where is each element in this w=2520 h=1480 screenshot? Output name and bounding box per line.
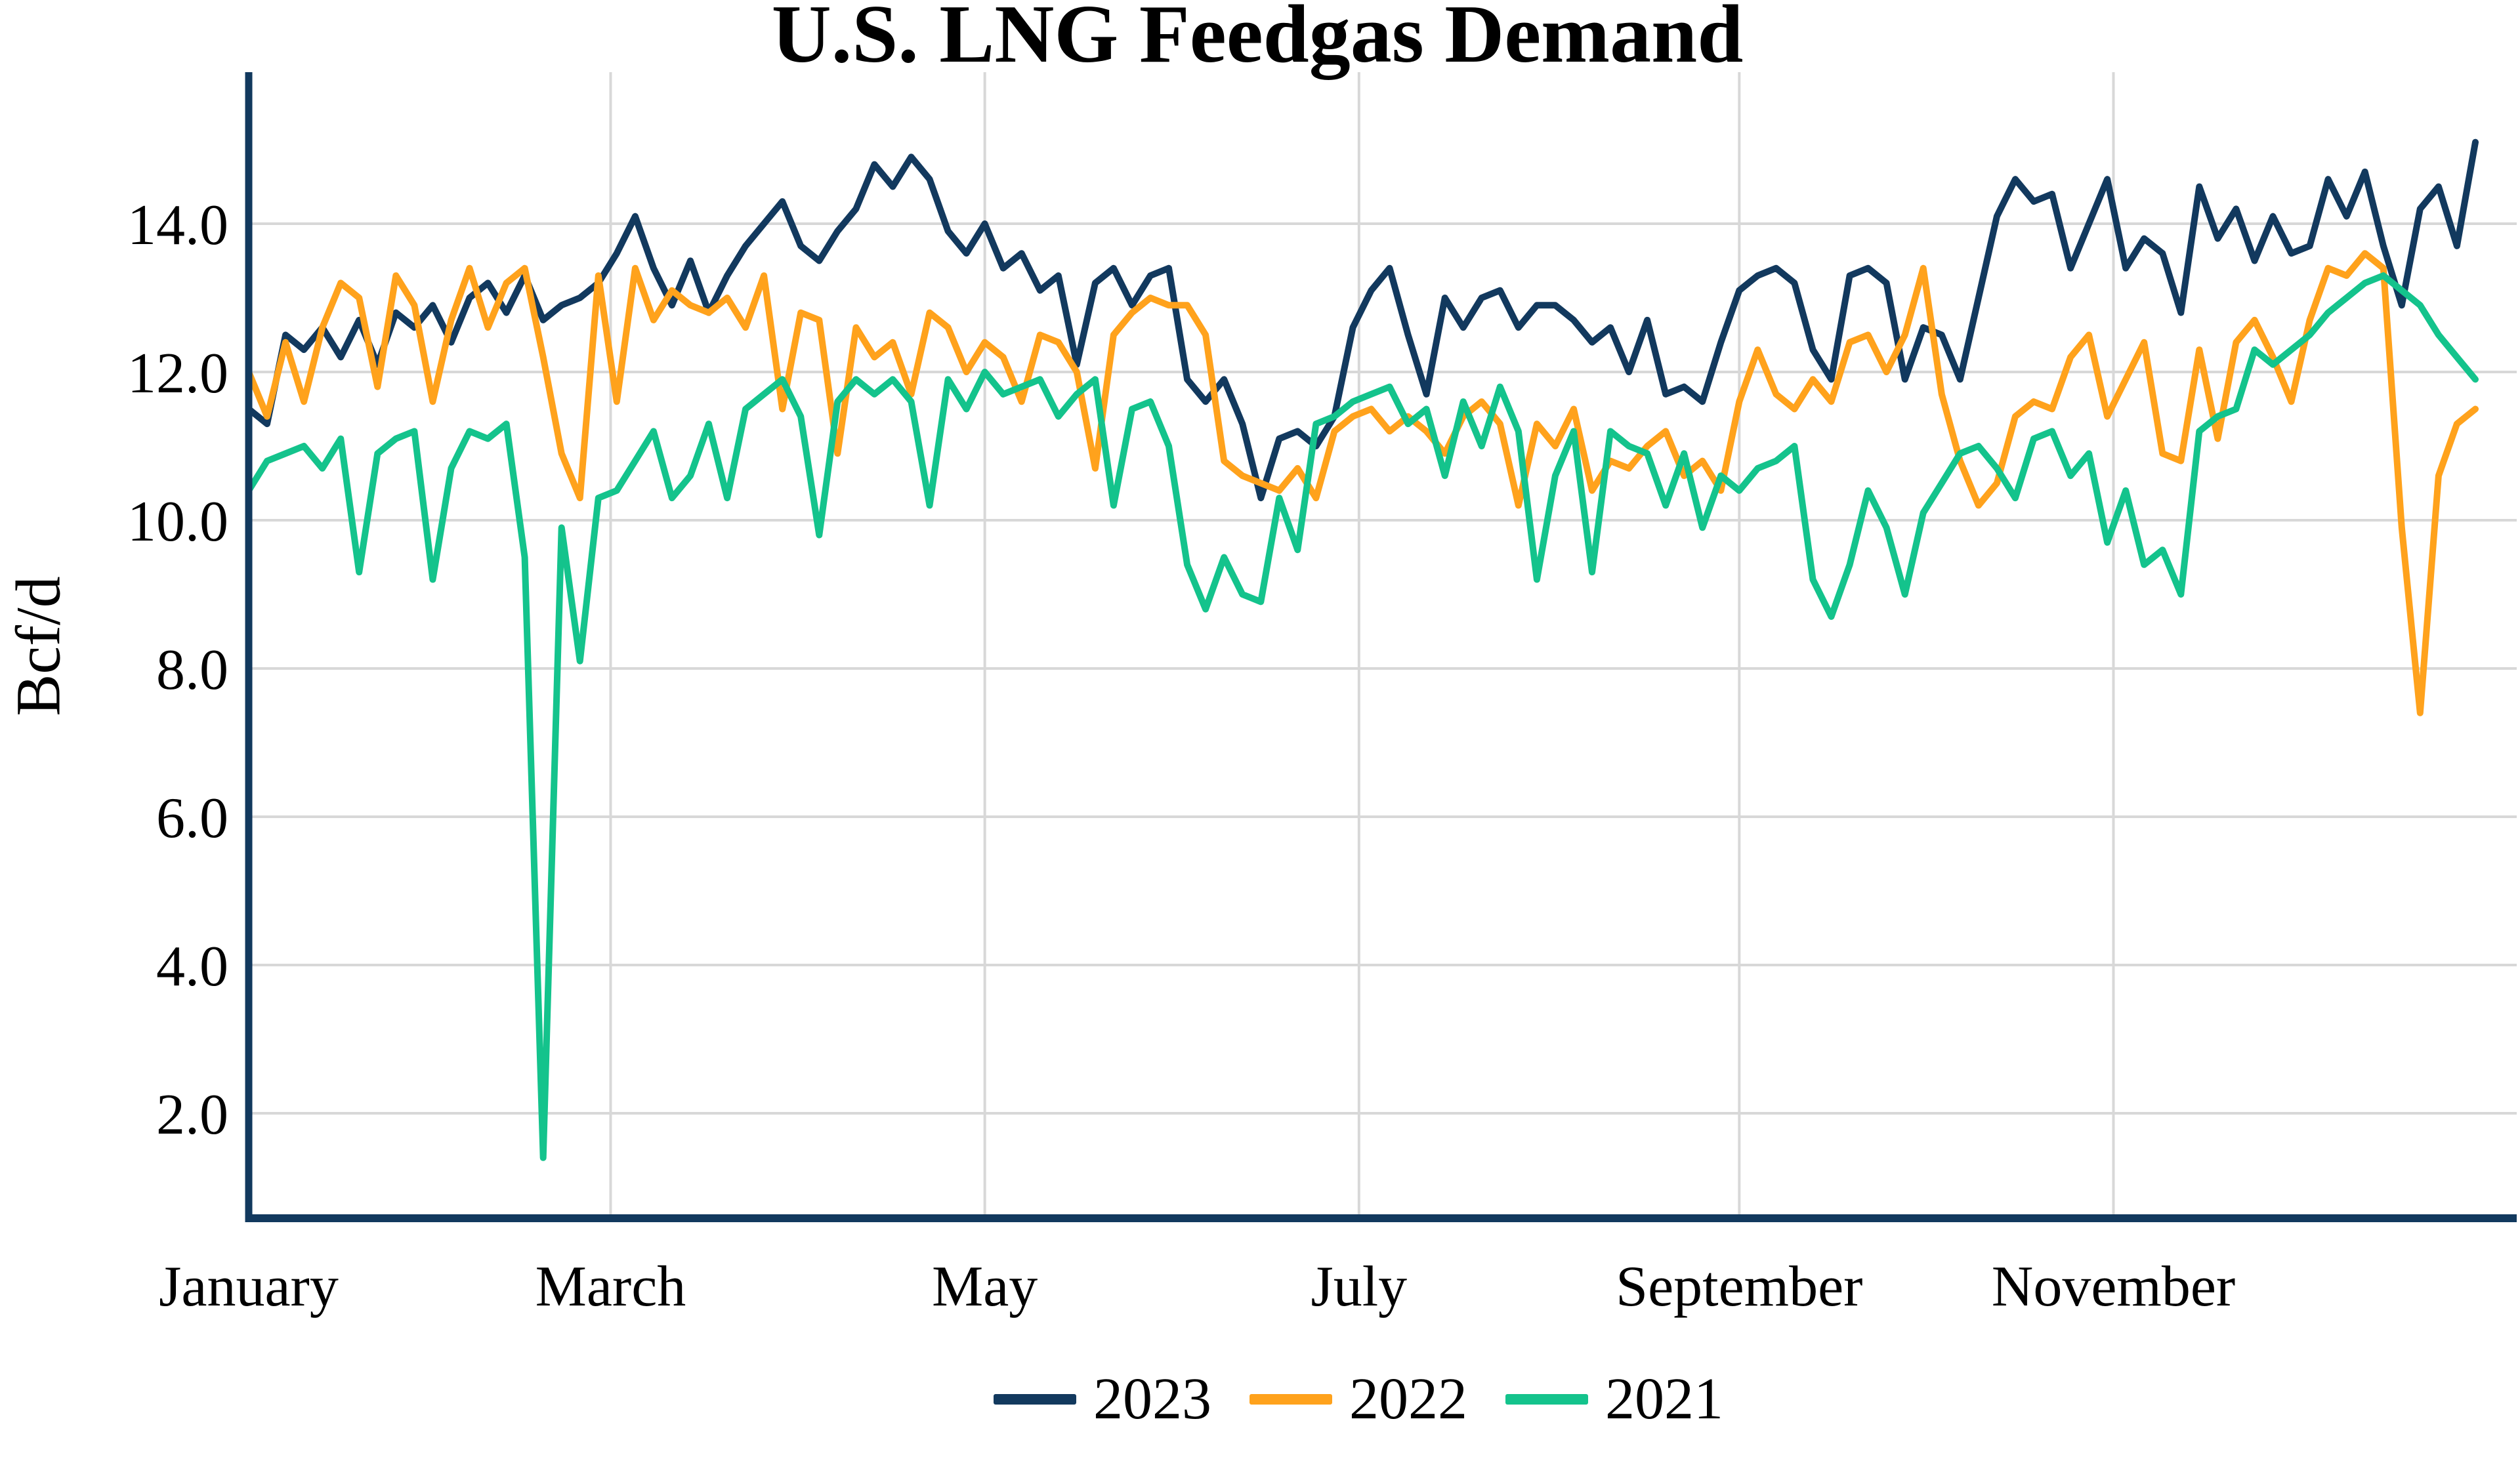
y-tick-label: 14.0 <box>127 194 228 257</box>
x-tick-label: November <box>1992 1255 2235 1319</box>
x-tick-label: March <box>536 1255 686 1319</box>
series-lines <box>245 138 2479 1161</box>
x-tick-label: July <box>1311 1255 1407 1319</box>
chart-title: U.S. LNG Feedgas Demand <box>771 0 1744 80</box>
y-axis-tick-labels: 2.0 4.0 6.0 8.0 10.0 12.0 14.0 <box>127 194 228 1147</box>
y-tick-label: 6.0 <box>156 787 228 850</box>
legend-item-2022: 2022 <box>1250 1370 1467 1429</box>
legend-item-2023: 2023 <box>994 1370 1211 1429</box>
y-tick-label: 8.0 <box>156 638 228 702</box>
legend-label-2023: 2023 <box>1093 1367 1211 1431</box>
series-line-2021 <box>245 272 2479 1161</box>
legend-swatch-2023 <box>994 1394 1076 1405</box>
axis-lines <box>245 72 2517 1222</box>
y-tick-label: 2.0 <box>156 1083 228 1147</box>
legend-label-2022: 2022 <box>1349 1367 1467 1431</box>
series-line-2022 <box>245 250 2479 716</box>
legend-swatch-2021 <box>1505 1394 1588 1405</box>
legend-label-2021: 2021 <box>1605 1367 1723 1431</box>
legend-item-2021: 2021 <box>1505 1370 1723 1429</box>
series-line-2023 <box>245 138 2479 502</box>
y-tick-label: 12.0 <box>127 342 228 405</box>
legend: 2023 2022 2021 <box>994 1370 1723 1429</box>
y-axis-title: Bcf/d <box>3 576 74 716</box>
y-tick-label: 4.0 <box>156 935 228 998</box>
legend-swatch-2022 <box>1250 1394 1332 1405</box>
x-tick-label: May <box>932 1255 1038 1319</box>
x-tick-label: September <box>1616 1255 1862 1319</box>
gridlines <box>249 72 2517 1218</box>
x-tick-label: January <box>159 1255 339 1319</box>
x-axis-tick-labels: January March May July September November <box>159 1255 2235 1319</box>
y-tick-label: 10.0 <box>127 490 228 554</box>
